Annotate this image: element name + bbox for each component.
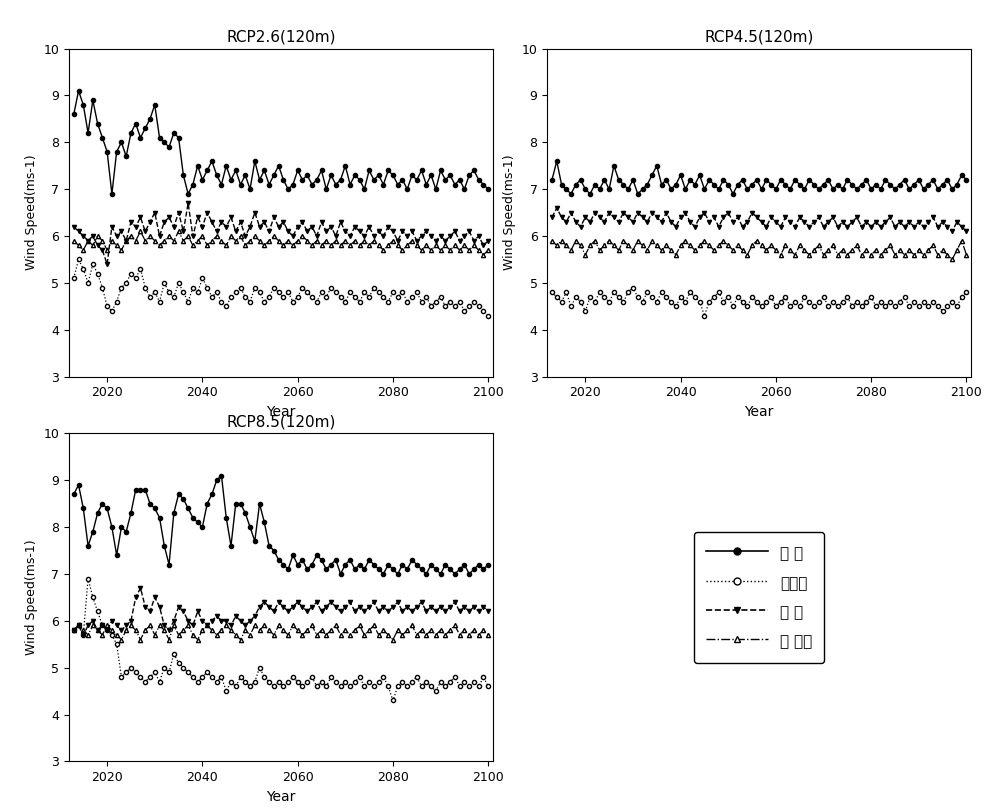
- Legend: 한 경, 대관령, 영 양, 서 남해: 한 경, 대관령, 영 양, 서 남해: [694, 532, 824, 663]
- Y-axis label: Wind Speed(ms-1): Wind Speed(ms-1): [503, 155, 516, 271]
- Y-axis label: Wind Speed(ms-1): Wind Speed(ms-1): [25, 155, 37, 271]
- Title: RCP2.6(120m): RCP2.6(120m): [226, 30, 336, 45]
- Title: RCP8.5(120m): RCP8.5(120m): [227, 415, 335, 429]
- Y-axis label: Wind Speed(ms-1): Wind Speed(ms-1): [25, 539, 37, 655]
- X-axis label: Year: Year: [266, 405, 296, 419]
- X-axis label: Year: Year: [744, 405, 774, 419]
- X-axis label: Year: Year: [266, 790, 296, 804]
- Title: RCP4.5(120m): RCP4.5(120m): [705, 30, 813, 45]
